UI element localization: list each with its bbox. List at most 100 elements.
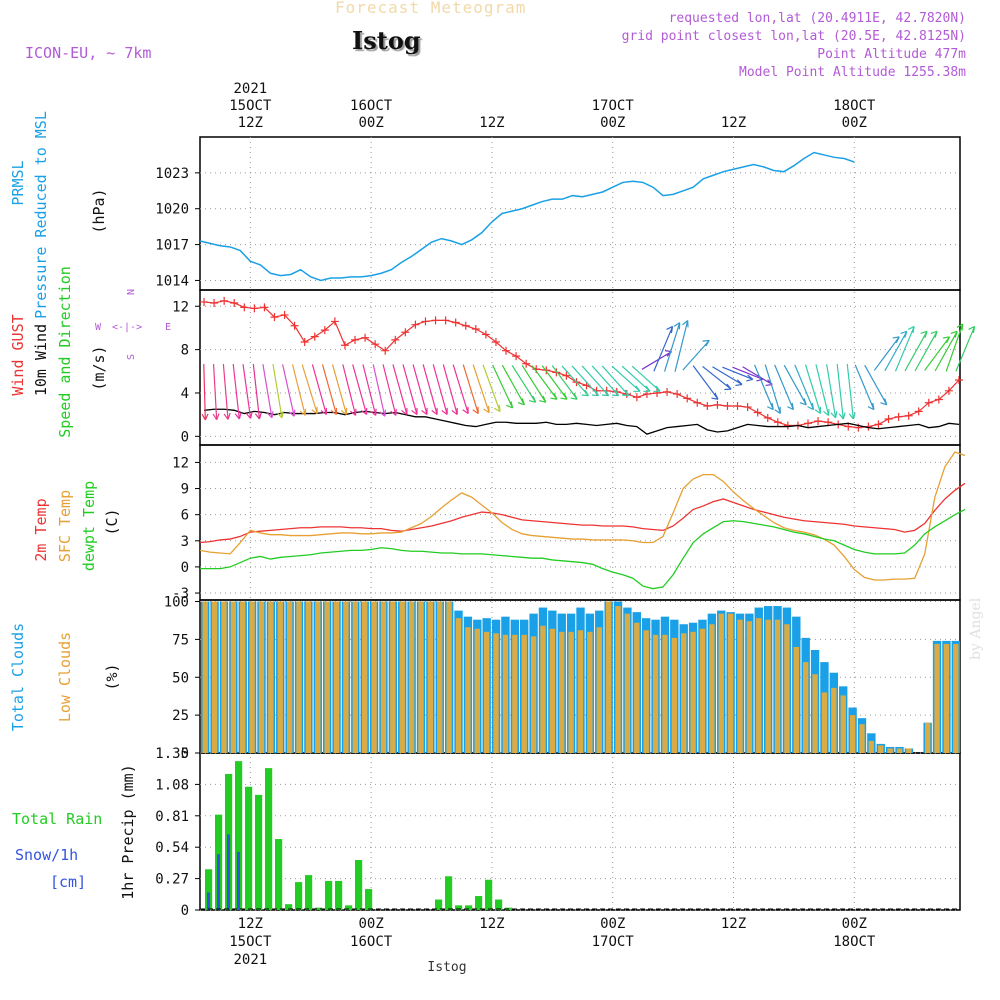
wind-direction-arrow — [764, 364, 781, 414]
gust-marker — [461, 321, 470, 330]
wind-direction-arrow — [422, 364, 438, 416]
wind-direction-arrow — [561, 365, 589, 397]
gust-marker — [220, 296, 229, 305]
rain-bar — [295, 882, 303, 910]
low-cloud-bar — [849, 715, 856, 753]
model-point-altitude: Model Point Altitude 1255.38m — [739, 65, 966, 80]
wind-tick-label: 8 — [181, 343, 189, 359]
low-cloud-bar — [221, 601, 227, 753]
snow-unit-label: [cm] — [50, 873, 86, 891]
bottom-tick-year: 2021 — [233, 952, 267, 968]
gust-marker — [894, 412, 903, 421]
wind-direction-arrow — [611, 365, 641, 392]
low-cloud-bar — [802, 662, 809, 753]
gust-marker — [320, 326, 329, 335]
wind-direction-arrow — [252, 364, 262, 420]
rain-bar — [235, 761, 243, 910]
requested-location: requested lon,lat (20.4911E, 42.7820N) — [668, 11, 966, 26]
low-cloud-bar — [258, 601, 265, 753]
wind-unit-label: (m/s) — [90, 345, 108, 390]
temp-tick-label: 9 — [181, 482, 189, 498]
wind-direction-arrow — [521, 365, 547, 403]
wind-direction-arrow — [342, 364, 357, 416]
wind-direction-arrow — [692, 365, 719, 400]
bottom-tick-date: 15OCT — [229, 934, 272, 950]
wind-direction-arrow — [392, 364, 408, 416]
wind-direction-arrow — [854, 364, 875, 411]
wind-direction-arrow — [482, 364, 501, 413]
low-cloud-bar — [821, 692, 828, 753]
gust-marker — [411, 320, 420, 329]
bottom-tick-date: 16OCT — [350, 934, 393, 950]
low-cloud-bar — [530, 636, 537, 753]
wind-direction-arrow — [774, 364, 794, 411]
precip-tick-label: 0.27 — [155, 872, 189, 888]
temp-tick-label: -3 — [172, 586, 189, 602]
low-cloud-bar — [202, 601, 208, 753]
prmsl-label: PRMSL — [9, 160, 27, 205]
rain-bar — [275, 839, 283, 910]
gust-marker — [421, 317, 430, 326]
clouds-tick-label: 75 — [172, 632, 189, 648]
direction-label: Speed and Direction — [56, 266, 74, 438]
gust-line — [203, 300, 960, 429]
bottom-tick-hour: 00Z — [358, 916, 383, 932]
wind-direction-arrow — [321, 364, 338, 416]
wind-direction-arrow — [653, 325, 674, 372]
wind-direction-arrow — [641, 350, 673, 370]
gust-marker — [451, 318, 460, 327]
low-cloud-bar — [774, 619, 781, 753]
low-cloud-bar — [690, 631, 696, 753]
data-layer — [199, 151, 976, 910]
gust-marker — [270, 313, 279, 322]
low-cloud-bar — [793, 646, 799, 753]
wind-direction-arrow — [212, 364, 220, 421]
low-cloud-bar — [502, 634, 509, 753]
bottom-tick-date: 17OCT — [592, 934, 635, 950]
rain-bar — [495, 899, 503, 910]
gust-marker — [502, 346, 511, 355]
gust-marker — [783, 421, 792, 430]
gust-marker — [713, 400, 722, 409]
low-cloud-bar — [727, 613, 734, 753]
clouds-tick-label: 0 — [181, 746, 189, 762]
low-cloud-bar — [455, 618, 462, 753]
low-cloud-bar — [380, 601, 387, 753]
wind-direction-arrow — [362, 364, 377, 416]
low-cloud-bar — [493, 633, 499, 753]
gust-marker — [542, 366, 551, 375]
low-cloud-bar — [615, 606, 621, 753]
low-cloud-bar — [878, 745, 884, 753]
gust-marker — [804, 419, 812, 428]
low-cloud-bar — [559, 631, 565, 753]
rain-bar — [205, 869, 213, 910]
gust-marker — [632, 393, 641, 402]
bottom-tick-hour: 12Z — [721, 916, 746, 932]
wind-direction-arrow — [452, 364, 469, 415]
wind-direction-arrow — [242, 364, 253, 419]
wind-label: 10m Wind — [32, 324, 50, 396]
temp-tick-label: 3 — [181, 534, 189, 550]
gust-marker — [310, 332, 319, 341]
gust-marker — [934, 395, 943, 404]
wind-direction-arrow — [541, 365, 568, 400]
compass-west: W — [95, 322, 102, 333]
low-clouds-label: Low Clouds — [56, 632, 74, 722]
wind-direction-arrow — [682, 339, 710, 371]
panel-frames — [199, 136, 961, 911]
low-cloud-bar — [465, 627, 471, 753]
low-cloud-bar — [934, 643, 940, 753]
rain-bar — [355, 859, 363, 910]
clouds-tick-label: 25 — [172, 708, 189, 724]
low-cloud-bar — [924, 722, 931, 753]
low-cloud-bar — [896, 748, 903, 753]
low-cloud-bar — [662, 634, 668, 753]
bottom-tick-hour: 00Z — [600, 916, 625, 932]
low-cloud-bar — [859, 724, 865, 753]
pressure-tick-label: 1020 — [155, 202, 189, 218]
gust-marker — [924, 398, 933, 407]
gust-marker — [753, 408, 762, 417]
pressure-unit-label: (hPa) — [90, 188, 108, 233]
gust-marker — [300, 338, 309, 347]
low-cloud-bar — [746, 621, 753, 753]
